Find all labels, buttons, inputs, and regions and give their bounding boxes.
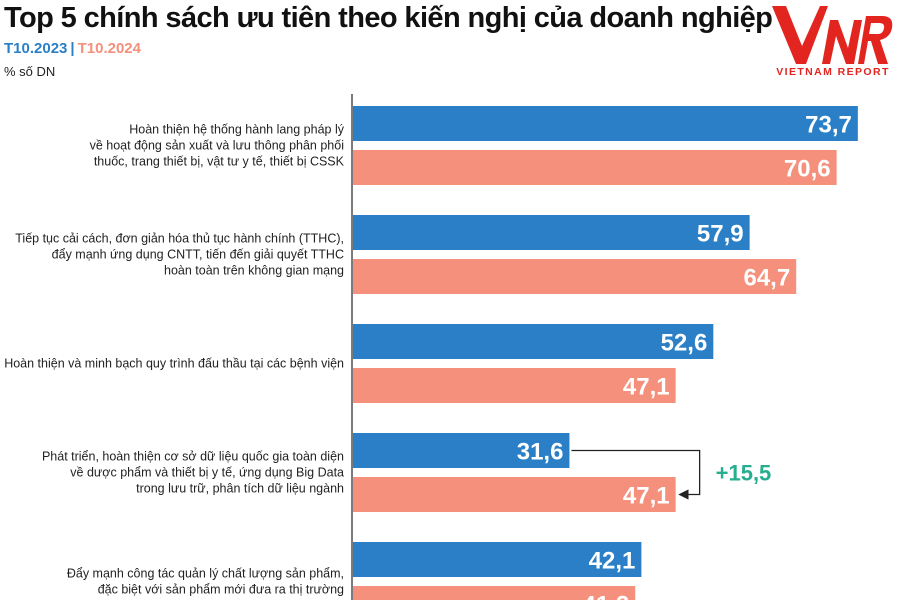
value-label: 47,1 (623, 374, 670, 401)
bar-T10.2023-2 (353, 215, 750, 250)
category-label: thuốc, trang thiết bị, vật tư y tế, thiế… (94, 155, 345, 169)
category-label: hoàn toàn trên không gian mạng (164, 264, 344, 278)
category-label: Phát triển, hoàn thiện cơ sở dữ liệu quố… (42, 450, 344, 464)
category-label: đặc biệt với sản phẩm mới đưa ra thị trư… (98, 583, 344, 597)
bar-T10.2024-5 (353, 586, 636, 600)
bar-T10.2024-4 (353, 477, 676, 512)
category-label: Hoàn thiện và minh bạch quy trình đấu th… (4, 357, 344, 371)
value-label: 52,6 (661, 330, 708, 357)
logo-text: VIETNAM REPORT (776, 66, 890, 78)
vietnam-report-logo: VIETNAM REPORT (762, 0, 900, 82)
category-label: Tiếp tục cải cách, đơn giản hóa thủ tục … (15, 232, 344, 246)
category-label: về dược phẩm và thiết bị y tế, ứng dụng … (70, 466, 344, 480)
value-label: 57,9 (697, 221, 744, 248)
value-label: 42,1 (589, 548, 636, 575)
difference-label: +15,5 (716, 461, 772, 486)
chart-title: Top 5 chính sách ưu tiên theo kiến nghị … (4, 2, 773, 34)
bar-T10.2023-5 (353, 542, 642, 577)
difference-arrow (571, 449, 701, 500)
bar-T10.2024-3 (353, 368, 676, 403)
category-label: trong lưu trữ, phân tích dữ liệu ngành (136, 482, 344, 496)
category-label: Hoàn thiện hệ thống hành lang pháp lý (129, 123, 345, 137)
value-label: 73,7 (805, 112, 852, 139)
category-label: về hoạt động sản xuất và lưu thông phân … (90, 139, 344, 153)
category-label: đẩy mạnh ứng dụng CNTT, tiến đến giải qu… (52, 248, 344, 262)
value-label: 31,6 (517, 439, 564, 466)
bar-T10.2024-2 (353, 259, 797, 294)
value-label: 41,2 (583, 592, 630, 600)
legend-series-2024: T10.2024 (77, 40, 141, 57)
bar-T10.2023-4 (353, 433, 570, 468)
legend-separator: | (70, 40, 75, 57)
category-label: Đẩy mạnh công tác quản lý chất lượng sản… (67, 567, 344, 581)
unit-label: % số DN (4, 64, 56, 79)
bar-T10.2023-3 (353, 324, 714, 359)
bar-T10.2024-1 (353, 150, 837, 185)
value-label: 64,7 (743, 265, 790, 292)
vnr-logo-mark (772, 6, 893, 64)
value-label: 70,6 (784, 156, 831, 183)
bar-T10.2023-1 (353, 106, 858, 141)
legend: T10.2023 | T10.2024 (4, 40, 141, 57)
legend-series-2023: T10.2023 (4, 40, 68, 57)
value-label: 47,1 (623, 483, 670, 510)
